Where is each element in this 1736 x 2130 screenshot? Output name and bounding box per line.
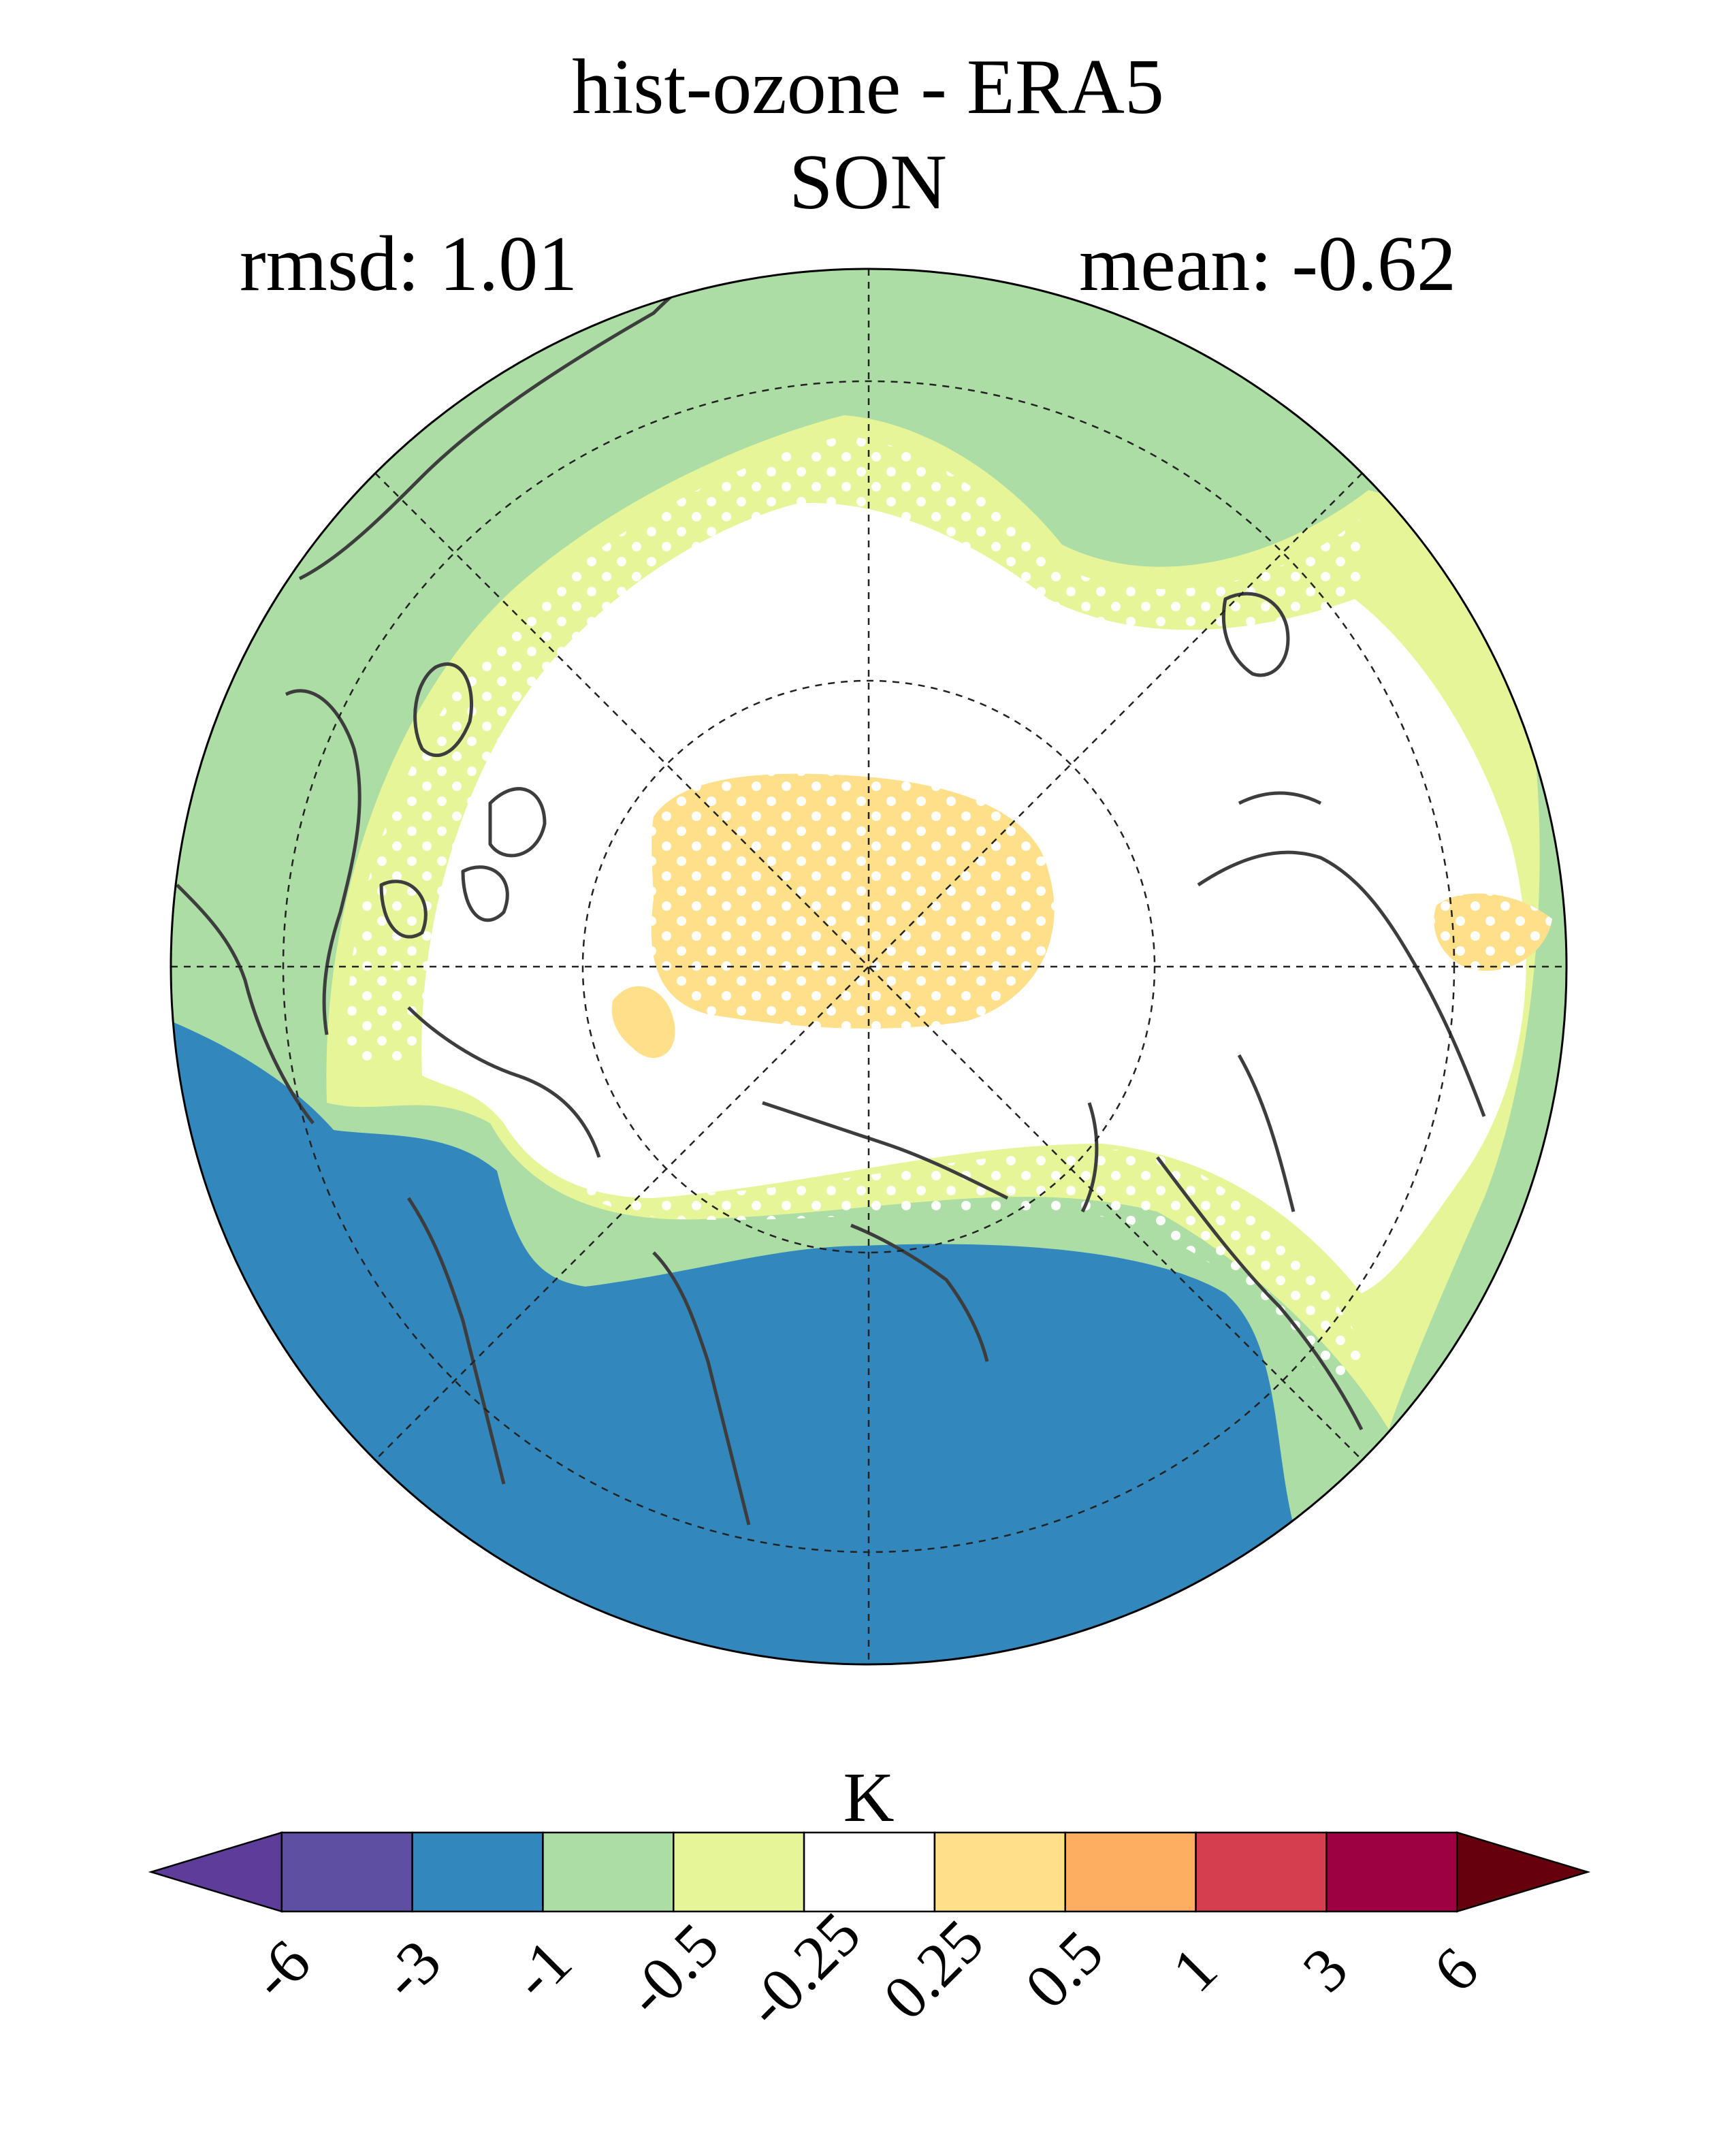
colorbar-extend-high (1457, 1833, 1588, 1911)
colorbar-tick-label: -3 (368, 1926, 454, 2012)
colorbar-segment (1065, 1833, 1196, 1911)
colorbar-tick-label: -1 (498, 1926, 584, 2012)
colorbar-segment (673, 1833, 804, 1911)
colorbar-ticks: -6 -3 -1 -0.5 -0.250.25 0.5 1 3 6 (238, 1899, 1492, 2040)
colorbar-tick-label: 0.5 (1012, 1917, 1116, 2021)
colorbar-segments (151, 1833, 1588, 1911)
colorbar-tick-label: 1 (1159, 1934, 1230, 2005)
colorbar-segment (282, 1833, 413, 1911)
colorbar-tick-label: -0.5 (613, 1910, 732, 2029)
colorbar-tick-label: -0.25 (732, 1899, 873, 2040)
colorbar-segment (413, 1833, 543, 1911)
colorbar-tick-label: 0.25 (870, 1906, 997, 2033)
colorbar-tick-label: -6 (238, 1926, 323, 2012)
colorbar-tick-label: 6 (1420, 1934, 1492, 2005)
colorbar-segment (1196, 1833, 1327, 1911)
colorbar-segment (935, 1833, 1065, 1911)
colorbar: K -6 -3 -1 -0.5 -0.250.25 0.5 1 3 6 (0, 0, 1736, 2130)
colorbar-segment (543, 1833, 673, 1911)
colorbar-tick-label: 3 (1289, 1934, 1361, 2005)
colorbar-extend-low (151, 1833, 282, 1911)
units-label: K (843, 1758, 894, 1837)
colorbar-segment (1326, 1833, 1457, 1911)
